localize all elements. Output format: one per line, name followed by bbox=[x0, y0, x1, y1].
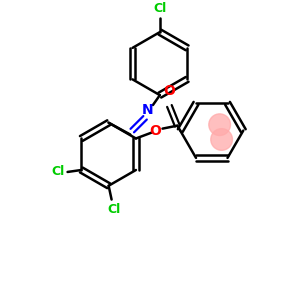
Text: Cl: Cl bbox=[51, 166, 64, 178]
Text: Cl: Cl bbox=[107, 203, 120, 217]
Circle shape bbox=[211, 129, 232, 150]
Text: O: O bbox=[164, 84, 175, 98]
Text: O: O bbox=[150, 124, 162, 138]
Text: N: N bbox=[142, 103, 154, 117]
Text: Cl: Cl bbox=[153, 2, 167, 15]
Circle shape bbox=[209, 114, 230, 136]
